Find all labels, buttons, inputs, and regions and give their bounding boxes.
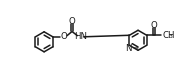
Text: N: N (125, 44, 132, 53)
Text: CH: CH (163, 31, 175, 40)
Text: O: O (61, 32, 68, 41)
Text: O: O (69, 17, 76, 26)
Text: O: O (151, 21, 157, 30)
Text: HN: HN (74, 32, 87, 41)
Text: 3: 3 (169, 34, 172, 39)
Text: =: = (132, 45, 139, 51)
